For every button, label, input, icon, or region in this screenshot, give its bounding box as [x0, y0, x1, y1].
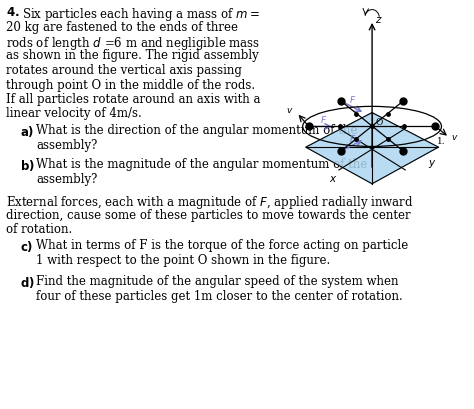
- Text: as shown in the figure. The rigid assembly: as shown in the figure. The rigid assemb…: [6, 49, 259, 63]
- Text: 1.: 1.: [437, 137, 446, 146]
- Text: What in terms of F is the torque of the force acting on particle: What in terms of F is the torque of the …: [36, 240, 408, 252]
- Text: of rotation.: of rotation.: [6, 223, 72, 236]
- Text: External forces, each with a magnitude of $F$, applied radially inward: External forces, each with a magnitude o…: [6, 194, 414, 211]
- Text: $\mathbf{d)}$: $\mathbf{d)}$: [20, 276, 35, 290]
- Text: linear velocity of 4m/s.: linear velocity of 4m/s.: [6, 108, 142, 121]
- Text: 20 kg are fastened to the ends of three: 20 kg are fastened to the ends of three: [6, 20, 238, 34]
- Text: assembly?: assembly?: [36, 139, 97, 151]
- Text: $\mathbf{c)}$: $\mathbf{c)}$: [20, 240, 33, 254]
- Text: $y$: $y$: [428, 159, 436, 171]
- Text: $v$: $v$: [286, 106, 294, 115]
- Text: What is the magnitude of the angular momentum of the: What is the magnitude of the angular mom…: [36, 158, 367, 171]
- Text: 1 with respect to the point O shown in the figure.: 1 with respect to the point O shown in t…: [36, 254, 330, 267]
- Text: $x$: $x$: [328, 174, 337, 184]
- Text: $z$: $z$: [374, 15, 382, 25]
- Text: Find the magnitude of the angular speed of the system when: Find the magnitude of the angular speed …: [36, 276, 399, 288]
- Text: rods of length $d$ =6 m and negligible mass: rods of length $d$ =6 m and negligible m…: [6, 35, 260, 52]
- Text: Six particles each having a mass of $m=$: Six particles each having a mass of $m=$: [22, 6, 260, 23]
- Text: $F$: $F$: [349, 94, 356, 105]
- Text: If all particles rotate around an axis with a: If all particles rotate around an axis w…: [6, 93, 261, 106]
- Text: $F$: $F$: [320, 114, 328, 125]
- Text: $\mathbf{b)}$: $\mathbf{b)}$: [20, 158, 35, 173]
- Text: $\mathbf{a)}$: $\mathbf{a)}$: [20, 124, 34, 139]
- Text: assembly?: assembly?: [36, 173, 97, 186]
- Text: through point O in the middle of the rods.: through point O in the middle of the rod…: [6, 79, 255, 92]
- Text: $\mathbf{4.}$: $\mathbf{4.}$: [6, 6, 19, 19]
- Text: What is the direction of the angular momentum of the: What is the direction of the angular mom…: [36, 124, 357, 137]
- Text: four of these particles get 1m closer to the center of rotation.: four of these particles get 1m closer to…: [36, 290, 403, 303]
- Text: rotates around the vertical axis passing: rotates around the vertical axis passing: [6, 64, 242, 77]
- Text: $F$: $F$: [349, 133, 356, 144]
- Text: O: O: [375, 118, 383, 127]
- Polygon shape: [306, 112, 438, 184]
- Text: direction, cause some of these particles to move towards the center: direction, cause some of these particles…: [6, 209, 410, 222]
- Text: $v$: $v$: [450, 133, 458, 142]
